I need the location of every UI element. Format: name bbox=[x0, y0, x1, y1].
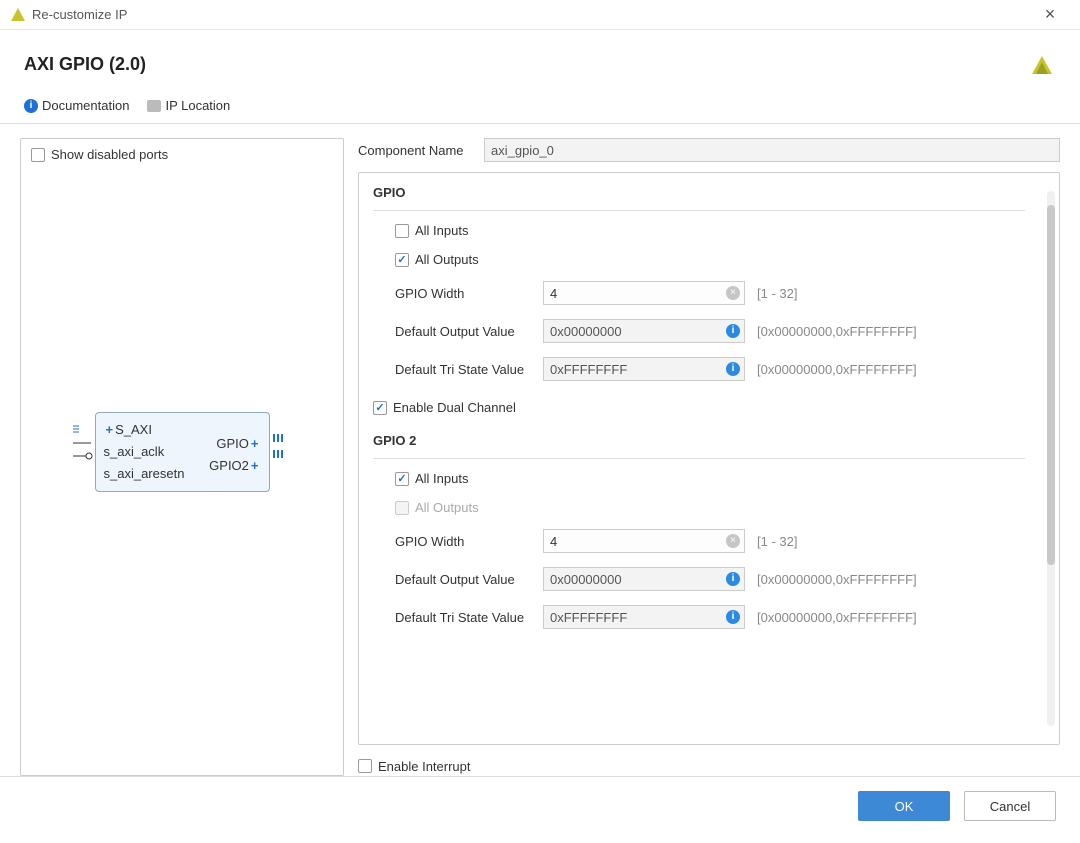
info-icon[interactable]: i bbox=[726, 572, 740, 586]
checkbox-icon bbox=[395, 501, 409, 515]
gpio2-all-inputs-label: All Inputs bbox=[415, 471, 468, 486]
gpio2-width-range: [1 - 32] bbox=[757, 534, 797, 549]
footer: OK Cancel bbox=[0, 776, 1080, 835]
plus-icon: + bbox=[106, 422, 114, 437]
checkbox-icon bbox=[373, 401, 387, 415]
gpio2-defout-range: [0x00000000,0xFFFFFFFF] bbox=[757, 572, 917, 587]
config-panel: Component Name GPIO All Inputs All Outpu… bbox=[358, 138, 1060, 776]
left-pins bbox=[73, 424, 93, 460]
gpio-all-outputs-checkbox[interactable]: All Outputs bbox=[395, 252, 1025, 267]
header: AXI GPIO (2.0) bbox=[0, 30, 1080, 94]
checkbox-icon bbox=[31, 148, 45, 162]
gpio-all-outputs-label: All Outputs bbox=[415, 252, 479, 267]
gpio-defout-range: [0x00000000,0xFFFFFFFF] bbox=[757, 324, 917, 339]
block-preview-panel: Show disabled ports +S_AXI s_axi_aclk s_… bbox=[20, 138, 344, 776]
params-frame: GPIO All Inputs All Outputs GPIO Width bbox=[358, 172, 1060, 745]
window-title: Re-customize IP bbox=[32, 7, 1030, 22]
right-pins bbox=[272, 432, 292, 460]
divider bbox=[373, 458, 1025, 459]
gpio-deftri-range: [0x00000000,0xFFFFFFFF] bbox=[757, 362, 917, 377]
info-icon: i bbox=[24, 99, 38, 113]
scrollbar[interactable] bbox=[1045, 181, 1057, 736]
gpio-width-input[interactable] bbox=[543, 281, 745, 305]
show-disabled-ports-checkbox[interactable]: Show disabled ports bbox=[31, 147, 333, 162]
ip-location-link[interactable]: IP Location bbox=[147, 98, 230, 113]
gpio-defout-label: Default Output Value bbox=[395, 324, 535, 339]
component-name-input[interactable] bbox=[484, 138, 1060, 162]
gpio2-defout-input[interactable] bbox=[543, 567, 745, 591]
checkbox-icon bbox=[395, 253, 409, 267]
gpio-width-label: GPIO Width bbox=[395, 286, 535, 301]
info-icon[interactable]: i bbox=[726, 324, 740, 338]
gpio-defout-input[interactable] bbox=[543, 319, 745, 343]
gpio2-deftri-range: [0x00000000,0xFFFFFFFF] bbox=[757, 610, 917, 625]
clear-icon[interactable]: × bbox=[726, 534, 740, 548]
gpio-deftri-label: Default Tri State Value bbox=[395, 362, 535, 377]
vendor-logo-icon bbox=[1028, 54, 1056, 82]
documentation-label: Documentation bbox=[42, 98, 129, 113]
checkbox-icon bbox=[358, 759, 372, 773]
gpio2-deftri-input[interactable] bbox=[543, 605, 745, 629]
gpio-deftri-input[interactable] bbox=[543, 357, 745, 381]
checkbox-icon bbox=[395, 224, 409, 238]
ip-title: AXI GPIO (2.0) bbox=[24, 54, 1028, 75]
info-icon[interactable]: i bbox=[726, 610, 740, 624]
block-diagram: +S_AXI s_axi_aclk s_axi_aresetn GPIO+ GP… bbox=[31, 412, 333, 492]
ok-button[interactable]: OK bbox=[858, 791, 950, 821]
divider bbox=[373, 210, 1025, 211]
gpio-heading: GPIO bbox=[373, 185, 1025, 200]
port-gpio: GPIO bbox=[216, 436, 249, 451]
component-name-row: Component Name bbox=[358, 138, 1060, 162]
gpio2-deftri-label: Default Tri State Value bbox=[395, 610, 535, 625]
folder-icon bbox=[147, 100, 161, 112]
gpio2-width-label: GPIO Width bbox=[395, 534, 535, 549]
app-icon bbox=[10, 7, 26, 23]
gpio2-all-outputs-checkbox: All Outputs bbox=[395, 500, 1025, 515]
gpio2-all-outputs-label: All Outputs bbox=[415, 500, 479, 515]
gpio-width-range: [1 - 32] bbox=[757, 286, 797, 301]
port-gpio2: GPIO2 bbox=[209, 458, 249, 473]
component-name-label: Component Name bbox=[358, 143, 476, 158]
ip-location-label: IP Location bbox=[165, 98, 230, 113]
documentation-link[interactable]: i Documentation bbox=[24, 98, 129, 113]
checkbox-icon bbox=[395, 472, 409, 486]
gpio2-defout-label: Default Output Value bbox=[395, 572, 535, 587]
port-s-axi: S_AXI bbox=[115, 422, 152, 437]
gpio2-all-inputs-checkbox[interactable]: All Inputs bbox=[395, 471, 1025, 486]
gpio-all-inputs-label: All Inputs bbox=[415, 223, 468, 238]
plus-icon: + bbox=[251, 436, 259, 451]
gpio2-width-input[interactable] bbox=[543, 529, 745, 553]
enable-interrupt-checkbox[interactable]: Enable Interrupt bbox=[358, 759, 471, 774]
enable-dual-label: Enable Dual Channel bbox=[393, 400, 516, 415]
plus-icon: + bbox=[251, 458, 259, 473]
close-icon[interactable]: × bbox=[1030, 4, 1070, 25]
info-icon[interactable]: i bbox=[726, 362, 740, 376]
enable-interrupt-label: Enable Interrupt bbox=[378, 759, 471, 774]
clear-icon[interactable]: × bbox=[726, 286, 740, 300]
enable-dual-channel-checkbox[interactable]: Enable Dual Channel bbox=[373, 400, 516, 415]
toolbar: i Documentation IP Location bbox=[0, 94, 1080, 124]
gpio-all-inputs-checkbox[interactable]: All Inputs bbox=[395, 223, 1025, 238]
show-disabled-ports-label: Show disabled ports bbox=[51, 147, 168, 162]
ip-block: +S_AXI s_axi_aclk s_axi_aresetn GPIO+ GP… bbox=[95, 412, 270, 492]
titlebar: Re-customize IP × bbox=[0, 0, 1080, 30]
scrollbar-thumb[interactable] bbox=[1047, 205, 1055, 565]
content: Show disabled ports +S_AXI s_axi_aclk s_… bbox=[0, 124, 1080, 776]
gpio2-heading: GPIO 2 bbox=[373, 433, 1025, 448]
cancel-button[interactable]: Cancel bbox=[964, 791, 1056, 821]
